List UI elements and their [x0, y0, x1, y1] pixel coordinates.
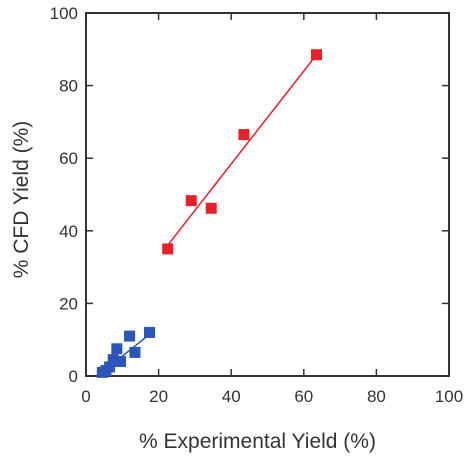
- data-point-series-0: [185, 195, 197, 207]
- y-axis-label: % CFD Yield (%): [10, 121, 33, 279]
- y-axis: 0 20 40 60 80 100: [50, 4, 449, 386]
- x-tick-label: 20: [149, 387, 168, 406]
- data-point-series-1: [104, 361, 116, 373]
- x-tick-label: 40: [222, 387, 241, 406]
- data-points: [96, 49, 323, 378]
- data-point-series-0: [238, 129, 250, 141]
- y-tick-label: 60: [59, 149, 78, 168]
- x-tick-label: 60: [294, 387, 313, 406]
- y-tick-label: 0: [69, 367, 78, 386]
- data-point-series-1: [124, 330, 136, 342]
- data-point-series-0: [162, 243, 174, 255]
- data-point-series-1: [144, 326, 156, 338]
- data-point-series-0: [311, 49, 323, 61]
- fit-line-series-0: [167, 54, 318, 246]
- x-axis: 0 20 40 60 80 100: [81, 13, 463, 406]
- y-tick-label: 20: [59, 294, 78, 313]
- data-point-series-1: [111, 343, 123, 355]
- data-point-series-0: [205, 202, 217, 214]
- data-point-series-1: [114, 355, 126, 367]
- data-point-series-1: [107, 354, 119, 366]
- x-tick-label: 0: [81, 387, 90, 406]
- plot-frame: [85, 12, 450, 377]
- data-point-series-1: [129, 346, 141, 358]
- x-tick-label: 100: [435, 387, 463, 406]
- y-tick-label: 100: [50, 4, 78, 23]
- y-tick-label: 80: [59, 77, 78, 96]
- x-axis-label: % Experimental Yield (%): [139, 430, 376, 453]
- y-tick-label: 40: [59, 222, 78, 241]
- x-tick-label: 80: [367, 387, 386, 406]
